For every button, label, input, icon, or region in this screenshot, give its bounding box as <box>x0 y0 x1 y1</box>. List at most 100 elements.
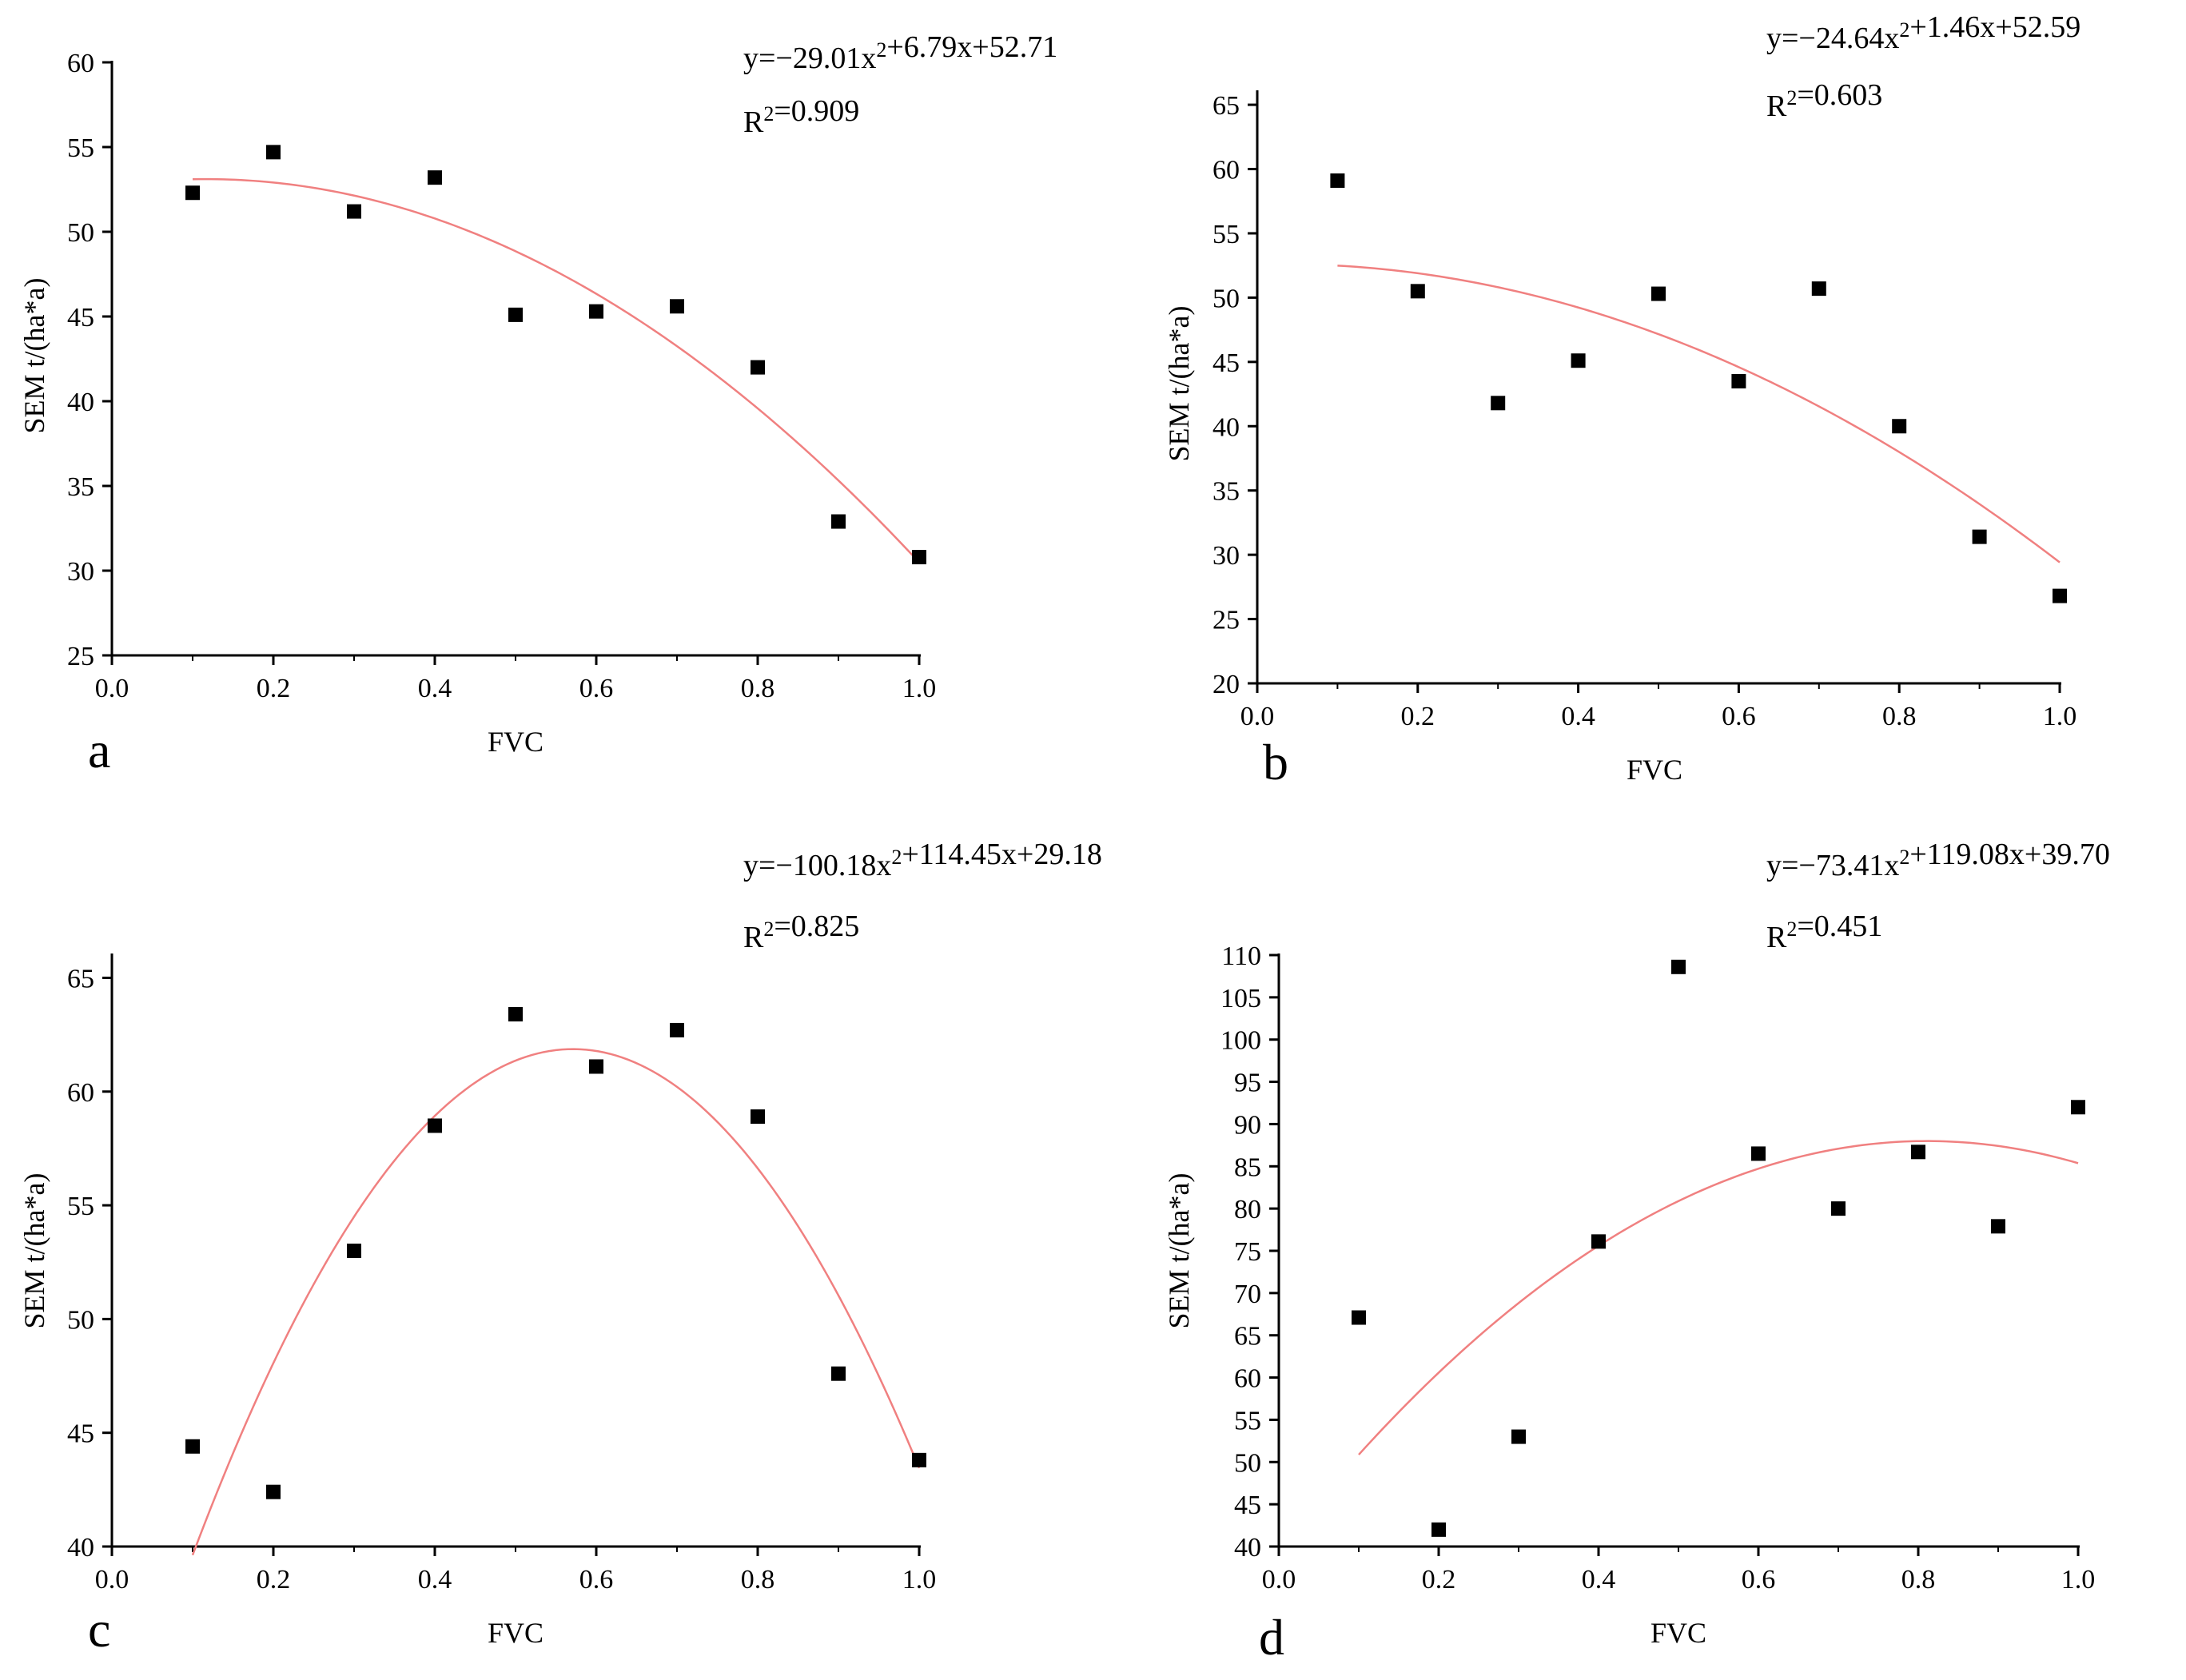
y-tick-label: 50 <box>1234 1448 1261 1478</box>
fit-curve <box>1337 265 2061 563</box>
panel-label: c <box>88 1601 110 1658</box>
x-axis-title: FVC <box>1627 754 1682 786</box>
data-point <box>1731 373 1746 388</box>
y-tick-label: 40 <box>1212 412 1240 442</box>
data-point <box>1330 173 1345 188</box>
x-tick-label: 0.4 <box>1561 702 1595 731</box>
y-tick-label: 55 <box>1234 1406 1261 1435</box>
data-point <box>1831 1201 1846 1216</box>
data-point <box>185 1439 200 1454</box>
y-tick-label: 90 <box>1234 1110 1261 1140</box>
chart-panel-b: 0.0 0.2 0.4 0.6 0.8 1.0 20 25 30 35 40 45 50 55 60 65 FV… <box>1163 10 2080 790</box>
y-tick-label: 55 <box>67 133 94 163</box>
chart-panel-a: 0.0 0.2 0.4 0.6 0.8 1.0 25 30 35 40 45 50 55 60 FVC SEM… <box>18 30 1057 778</box>
y-tick-label: 105 <box>1220 984 1261 1013</box>
data-point <box>912 1452 926 1467</box>
y-axis-title: SEM t/(ha*a) <box>18 1173 50 1329</box>
data-point <box>1671 959 1686 974</box>
r-squared-label: R2=0.603 <box>1766 78 1882 123</box>
x-tick-label: 0.6 <box>579 674 614 703</box>
y-tick-label: 45 <box>67 303 94 332</box>
y-tick-label: 40 <box>1234 1533 1261 1563</box>
x-tick-label: 0.8 <box>1901 1565 1936 1594</box>
r-squared-label: R2=0.451 <box>1766 910 1882 954</box>
panel-label: b <box>1263 734 1288 790</box>
data-point <box>508 1007 523 1021</box>
y-axis-title: SEM t/(ha*a) <box>1163 306 1195 462</box>
x-tick-label: 0.8 <box>741 1565 775 1594</box>
y-tick-label: 65 <box>67 964 94 993</box>
x-tick-label: 0.0 <box>95 674 129 703</box>
data-point <box>347 204 361 219</box>
fit-equation: y=−29.01x2+6.79x+52.71 <box>743 30 1057 75</box>
y-tick-label: 55 <box>67 1192 94 1221</box>
data-point <box>1811 281 1826 297</box>
data-point <box>2053 588 2067 603</box>
x-tick-label: 0.2 <box>257 1565 291 1594</box>
fit-curve <box>192 177 920 563</box>
x-tick-label: 0.2 <box>257 674 291 703</box>
data-point <box>1892 419 1907 434</box>
y-tick-label: 30 <box>1212 541 1240 571</box>
y-tick-label: 65 <box>1234 1322 1261 1352</box>
data-point <box>1410 284 1425 299</box>
y-tick-label: 55 <box>1212 220 1240 249</box>
y-tick-label: 45 <box>67 1419 94 1449</box>
y-tick-label: 80 <box>1234 1195 1261 1224</box>
x-tick-label: 0.0 <box>95 1565 129 1594</box>
x-tick-label: 0.6 <box>1722 702 1756 731</box>
data-point <box>1491 396 1506 411</box>
fit-equation: y=−100.18x2+114.45x+29.18 <box>743 838 1102 882</box>
data-point <box>347 1244 361 1258</box>
fit-equation: y=−24.64x2+1.46x+52.59 <box>1766 10 2080 55</box>
data-point <box>428 1118 442 1133</box>
y-tick-label: 110 <box>1221 942 1261 971</box>
fit-equation: y=−73.41x2+119.08x+39.70 <box>1766 838 2110 882</box>
y-tick-label: 35 <box>1212 477 1240 507</box>
y-tick-label: 70 <box>1234 1280 1261 1309</box>
data-point <box>751 360 765 375</box>
x-tick-label: 1.0 <box>2043 702 2077 731</box>
fit-curve <box>191 1048 921 1556</box>
y-tick-label: 95 <box>1234 1069 1261 1098</box>
data-point <box>1651 286 1666 301</box>
data-point <box>266 145 281 160</box>
x-tick-label: 0.4 <box>418 1565 452 1594</box>
x-tick-label: 0.2 <box>1422 1565 1456 1594</box>
r-squared-label: R2=0.825 <box>743 910 859 954</box>
y-tick-label: 40 <box>67 1533 94 1563</box>
x-tick-label: 0.4 <box>1582 1565 1616 1594</box>
y-tick-label: 60 <box>67 49 94 78</box>
x-axis-title: FVC <box>488 1617 544 1649</box>
y-tick-label: 100 <box>1220 1026 1261 1056</box>
data-point <box>1591 1234 1606 1249</box>
x-tick-label: 0.2 <box>1401 702 1435 731</box>
data-point <box>670 299 684 314</box>
data-point <box>266 1484 281 1499</box>
data-point <box>1751 1146 1766 1161</box>
data-point <box>508 307 523 322</box>
data-point <box>670 1022 684 1037</box>
data-point <box>589 1059 603 1074</box>
data-point <box>589 304 603 319</box>
y-axis-title: SEM t/(ha*a) <box>18 278 50 434</box>
y-tick-label: 75 <box>1234 1237 1261 1267</box>
data-point <box>1352 1310 1366 1325</box>
y-tick-label: 25 <box>67 642 94 671</box>
y-tick-label: 50 <box>67 1305 94 1335</box>
data-point <box>1972 529 1987 544</box>
data-point <box>751 1109 765 1125</box>
y-tick-label: 25 <box>1212 606 1240 635</box>
y-tick-label: 85 <box>1234 1153 1261 1182</box>
y-tick-label: 45 <box>1212 348 1240 378</box>
data-point <box>1991 1219 2005 1234</box>
data-point <box>1431 1522 1446 1537</box>
x-tick-label: 0.4 <box>418 674 452 703</box>
y-tick-label: 60 <box>67 1078 94 1108</box>
y-tick-label: 60 <box>1234 1364 1261 1394</box>
chart-panel-d: 0.0 0.2 0.4 0.6 0.8 1.0 40 45 50 55 60 65 70 75 80 85 90… <box>1163 838 2110 1666</box>
x-tick-label: 0.8 <box>741 674 775 703</box>
r-squared-label: R2=0.909 <box>743 94 859 139</box>
y-axis-title: SEM t/(ha*a) <box>1163 1173 1195 1329</box>
